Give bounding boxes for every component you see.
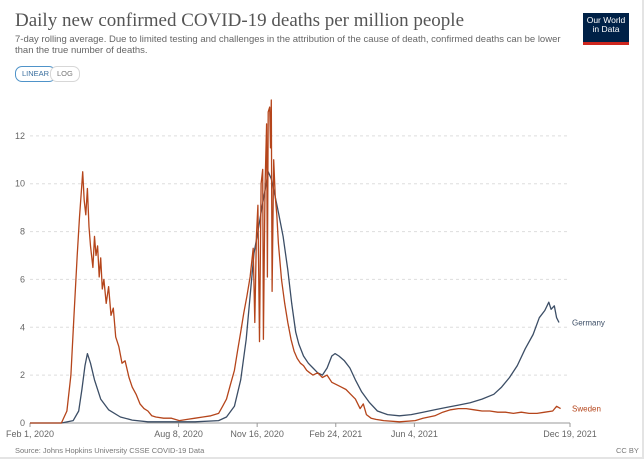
- x-tick-label: Feb 1, 2020: [6, 429, 54, 439]
- logo-line-2: in Data: [592, 24, 620, 34]
- x-tick-label: Feb 24, 2021: [309, 429, 362, 439]
- series-line-germany: [30, 171, 560, 424]
- logo-line-1: Our World: [586, 15, 626, 25]
- y-tick-label: 10: [15, 179, 25, 189]
- source-text: Source: Johns Hopkins University CSSE CO…: [15, 446, 205, 455]
- linear-scale-button[interactable]: LINEAR: [15, 66, 57, 82]
- log-scale-button[interactable]: LOG: [50, 66, 80, 82]
- series-line-sweden: [30, 99, 561, 424]
- y-tick-label: 12: [15, 131, 25, 141]
- x-tick-label: Nov 16, 2020: [230, 429, 284, 439]
- y-tick-label: 2: [20, 370, 25, 380]
- y-tick-label: 0: [20, 418, 25, 428]
- series-label-sweden: Sweden: [572, 405, 601, 414]
- chart-subtitle: 7-day rolling average. Due to limited te…: [15, 34, 561, 56]
- chart-title: Daily new confirmed COVID-19 deaths per …: [15, 10, 465, 31]
- y-tick-label: 8: [20, 227, 25, 237]
- license-link[interactable]: CC BY: [616, 446, 639, 455]
- owid-logo[interactable]: Our World in Data: [583, 13, 629, 45]
- series-label-germany: Germany: [572, 319, 605, 328]
- x-tick-label: Aug 8, 2020: [154, 429, 203, 439]
- x-tick-label: Jun 4, 2021: [391, 429, 438, 439]
- x-tick-label: Dec 19, 2021: [543, 429, 597, 439]
- y-tick-label: 6: [20, 274, 25, 284]
- y-tick-label: 4: [20, 322, 25, 332]
